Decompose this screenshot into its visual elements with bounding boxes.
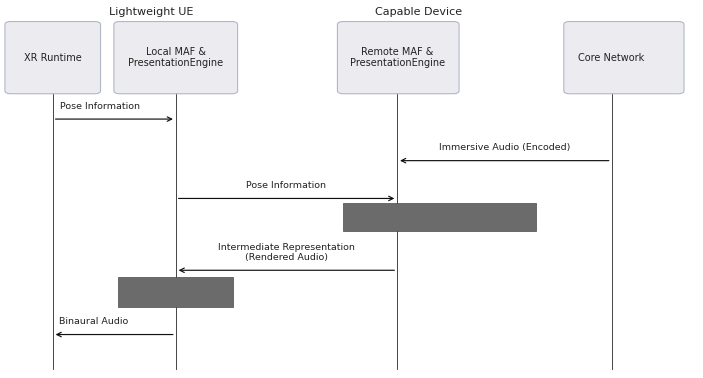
FancyBboxPatch shape xyxy=(118,277,233,307)
Text: XR Runtime: XR Runtime xyxy=(24,53,82,63)
FancyBboxPatch shape xyxy=(5,22,101,94)
Text: Pose Information: Pose Information xyxy=(60,102,140,111)
Text: Immersive Audio (Encoded): Immersive Audio (Encoded) xyxy=(439,143,570,152)
Text: Core Network: Core Network xyxy=(579,53,645,63)
Text: IA Decode & Render & IR Encode: IA Decode & Render & IR Encode xyxy=(359,212,520,222)
Text: IR Decode: IR Decode xyxy=(151,287,200,297)
Text: Lightweight UE: Lightweight UE xyxy=(109,7,193,17)
Text: Local MAF &
PresentationEngine: Local MAF & PresentationEngine xyxy=(128,47,224,68)
Text: Binaural Audio: Binaural Audio xyxy=(58,317,128,326)
Text: Pose Information: Pose Information xyxy=(247,181,326,190)
Text: Intermediate Representation
(Rendered Audio): Intermediate Representation (Rendered Au… xyxy=(218,243,355,262)
FancyBboxPatch shape xyxy=(343,203,536,231)
FancyBboxPatch shape xyxy=(564,22,684,94)
FancyBboxPatch shape xyxy=(337,22,459,94)
Text: Remote MAF &
PresentationEngine: Remote MAF & PresentationEngine xyxy=(349,47,445,68)
FancyBboxPatch shape xyxy=(114,22,238,94)
Text: Capable Device: Capable Device xyxy=(375,7,462,17)
